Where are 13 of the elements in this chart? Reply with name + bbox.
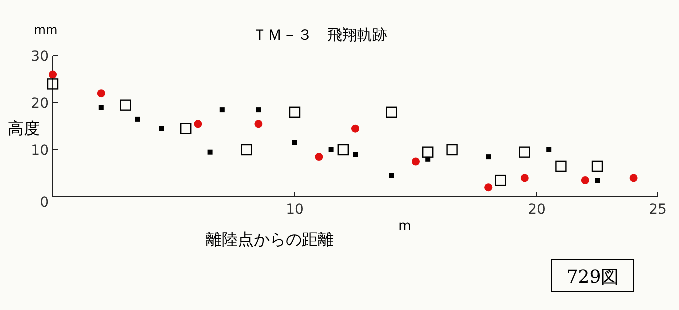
y-tick-label: 20 [31,96,49,112]
x-axis-title: 離陸点からの距離 [206,230,334,249]
x-tick-label: 20 [528,202,546,218]
y-tick-label: 10 [31,143,49,159]
x-tick-label: 25 [649,202,667,218]
y-axis-title: 高度 [8,119,40,138]
chart-title: ＴＭ－３ 飛翔軌跡 [252,26,388,44]
x-tick-label: 10 [286,202,304,218]
y-tick-label: 0 [40,195,49,211]
text: 729図 [566,267,620,288]
text: m [398,219,412,234]
y-tick-label: 30 [31,49,49,65]
text: mm [34,23,58,37]
